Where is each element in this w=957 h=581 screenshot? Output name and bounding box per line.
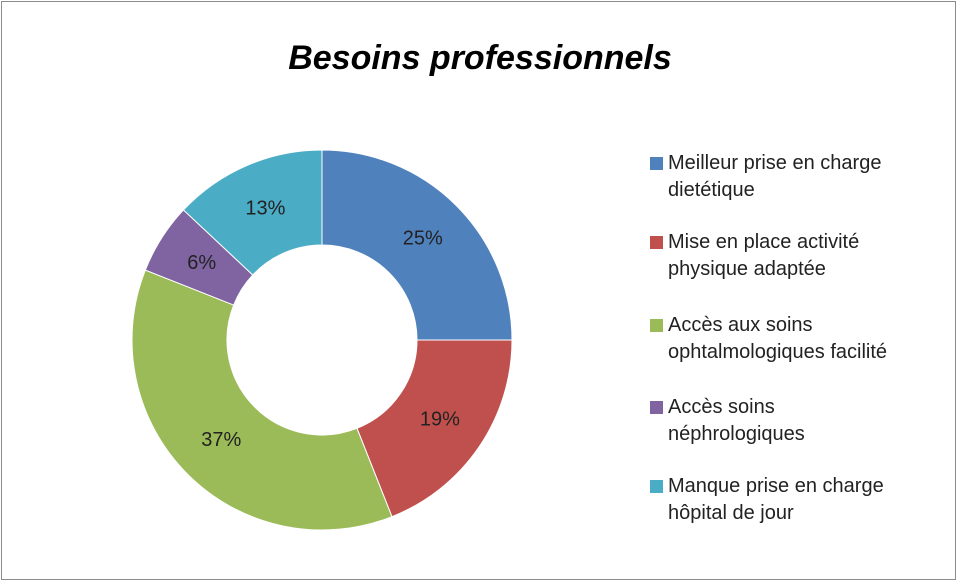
legend-swatch bbox=[650, 319, 663, 332]
legend-item: Mise en place activité physique adaptée bbox=[650, 229, 859, 283]
data-label: 13% bbox=[245, 198, 285, 220]
legend-swatch bbox=[650, 401, 663, 414]
legend-item: Manque prise en charge hôpital de jour bbox=[650, 473, 884, 527]
legend-label: Accès soins néphrologiques bbox=[668, 396, 805, 445]
data-label: 6% bbox=[187, 252, 216, 274]
legend-item: Accès aux soins ophtalmologiques facilit… bbox=[650, 312, 887, 366]
donut-slice bbox=[182, 149, 323, 276]
legend-item: Accès soins néphrologiques bbox=[650, 394, 805, 448]
legend-label: Mise en place activité physique adaptée bbox=[668, 231, 860, 280]
donut-slice bbox=[321, 149, 513, 341]
legend-label: Meilleur prise en charge dietétique bbox=[668, 152, 882, 201]
data-label: 37% bbox=[201, 429, 241, 451]
legend-label: Manque prise en charge hôpital de jour bbox=[668, 475, 884, 524]
data-label: 19% bbox=[420, 408, 460, 430]
legend-swatch bbox=[650, 480, 663, 493]
chart-title: Besoins professionnels bbox=[288, 39, 672, 77]
donut-slice bbox=[356, 339, 513, 518]
legend-item: Meilleur prise en charge dietétique bbox=[650, 150, 881, 204]
legend-label: Accès aux soins ophtalmologiques facilit… bbox=[668, 314, 888, 363]
legend-swatch bbox=[650, 236, 663, 249]
data-label: 25% bbox=[403, 228, 443, 250]
legend-swatch bbox=[650, 157, 663, 170]
donut-slice bbox=[131, 269, 393, 531]
